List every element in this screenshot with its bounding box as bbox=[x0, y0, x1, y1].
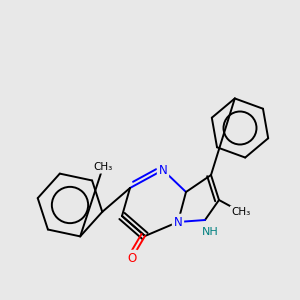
Text: CH₃: CH₃ bbox=[231, 207, 250, 217]
Text: CH₃: CH₃ bbox=[93, 162, 112, 172]
Text: N: N bbox=[174, 215, 182, 229]
Text: O: O bbox=[128, 251, 136, 265]
Text: NH: NH bbox=[202, 227, 218, 237]
Text: N: N bbox=[159, 164, 167, 176]
